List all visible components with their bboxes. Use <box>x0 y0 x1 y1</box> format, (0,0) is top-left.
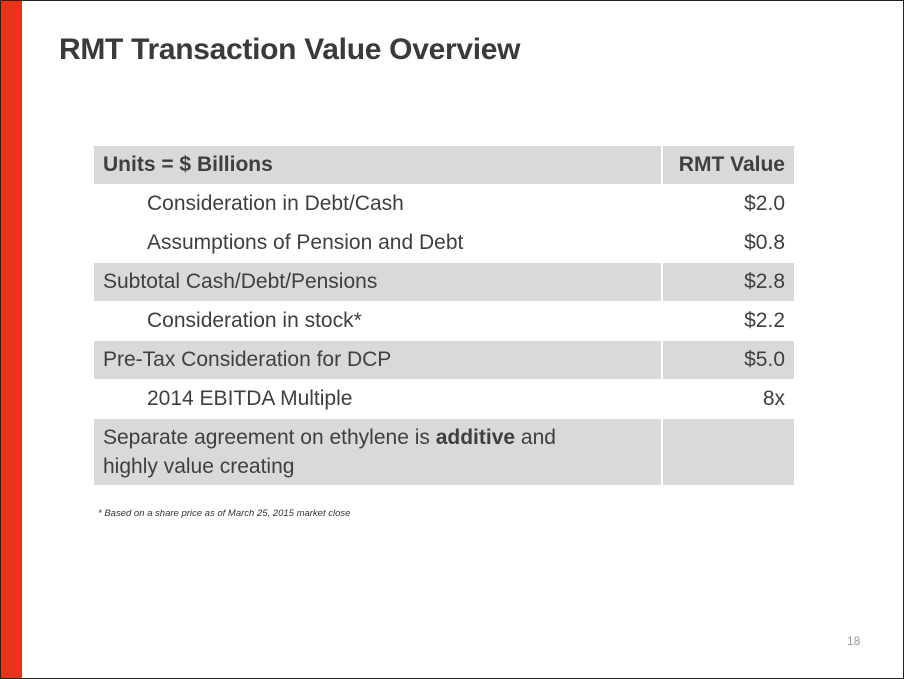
page-number: 18 <box>847 634 861 648</box>
table-row-note: Separate agreement on ethylene is additi… <box>94 418 794 486</box>
row-value: $2.8 <box>661 262 794 302</box>
transaction-value-table: Units = $ Billions RMT Value Considerati… <box>94 146 794 486</box>
footnote: * Based on a share price as of March 25,… <box>98 508 351 519</box>
row-label: Assumptions of Pension and Debt <box>94 223 662 263</box>
row-value: $5.0 <box>661 340 794 380</box>
note-bold-text: additive <box>435 426 516 449</box>
header-units-label: Units = $ Billions <box>94 146 662 185</box>
row-value: $0.8 <box>661 223 794 263</box>
note-line2: highly value creating <box>103 455 295 478</box>
table-row: Consideration in stock* $2.2 <box>94 301 794 341</box>
row-label: 2014 EBITDA Multiple <box>94 379 662 419</box>
table-header-row: Units = $ Billions RMT Value <box>94 146 794 185</box>
row-label: Pre-Tax Consideration for DCP <box>94 340 662 380</box>
table-row-subtotal: Subtotal Cash/Debt/Pensions $2.8 <box>94 262 794 302</box>
row-value-empty <box>661 418 794 486</box>
accent-bar <box>1 1 22 678</box>
table-row: Assumptions of Pension and Debt $0.8 <box>94 223 794 263</box>
table-row: 2014 EBITDA Multiple 8x <box>94 379 794 419</box>
row-label: Subtotal Cash/Debt/Pensions <box>94 262 662 302</box>
row-value: $2.2 <box>661 301 794 341</box>
row-label: Consideration in stock* <box>94 301 662 341</box>
note-text-before: Separate agreement on ethylene is <box>103 426 436 449</box>
row-value: $2.0 <box>661 184 794 224</box>
table-row-total: Pre-Tax Consideration for DCP $5.0 <box>94 340 794 380</box>
row-label: Consideration in Debt/Cash <box>94 184 662 224</box>
row-value: 8x <box>661 379 794 419</box>
note-text-after: and <box>515 426 556 449</box>
ethylene-note: Separate agreement on ethylene is additi… <box>94 418 662 486</box>
page-title: RMT Transaction Value Overview <box>59 33 521 66</box>
header-value-label: RMT Value <box>661 146 794 185</box>
table-row: Consideration in Debt/Cash $2.0 <box>94 184 794 224</box>
